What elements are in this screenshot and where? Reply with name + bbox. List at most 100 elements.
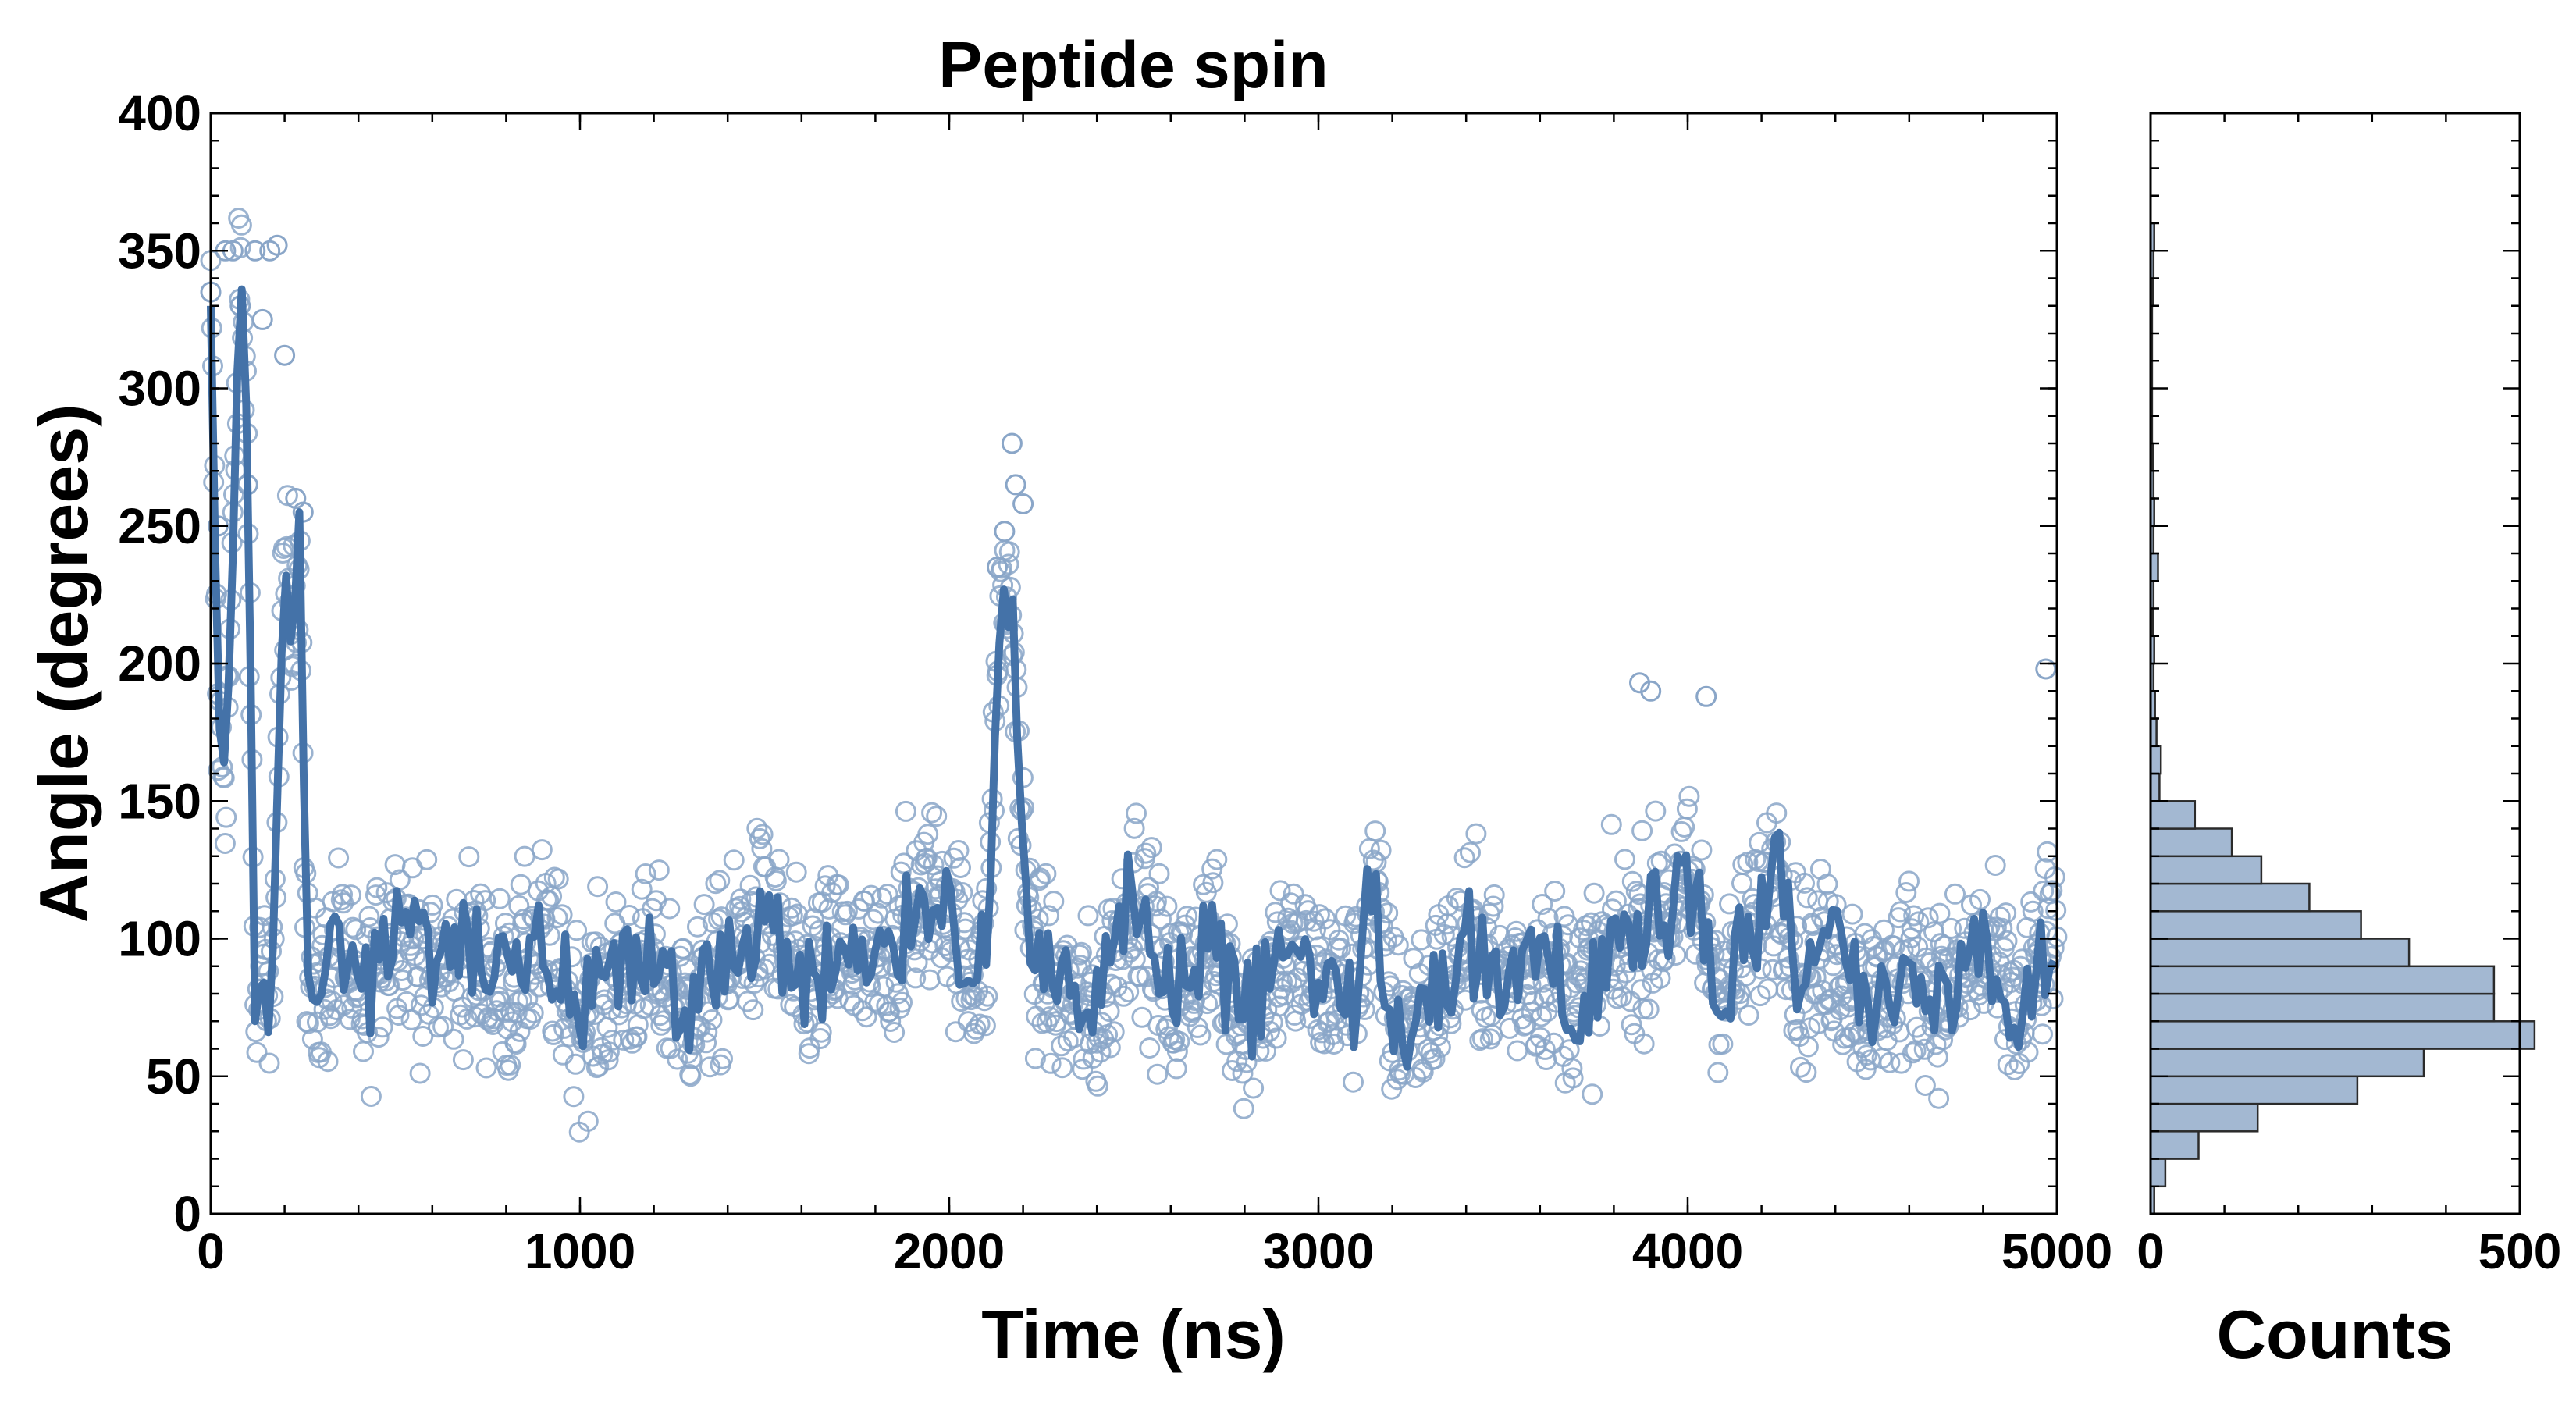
scatter-points xyxy=(200,208,2068,1143)
scatter-point xyxy=(860,884,882,906)
main-axis-ticks: 0 1000 2000 3000 4000 5000 0 50 100 150 200 250 300 3… xyxy=(118,85,2112,1279)
scatter-point xyxy=(522,1002,544,1023)
x-axis-label: Time (ns) xyxy=(981,1296,1286,1373)
scatter-point xyxy=(1929,902,1951,924)
scatter-point xyxy=(1898,870,1920,892)
scatter-point xyxy=(409,1062,431,1084)
scatter-point xyxy=(1099,1037,1121,1059)
scatter-point xyxy=(1135,842,1157,864)
scatter-point xyxy=(489,888,511,909)
scatter-point xyxy=(432,1016,454,1037)
scatter-point xyxy=(307,1011,328,1033)
scatter-point xyxy=(1583,882,1605,904)
scatter-point xyxy=(994,521,1016,543)
scatter-point xyxy=(1265,1027,1287,1049)
scatter-point xyxy=(1174,914,1196,936)
scatter-point xyxy=(709,870,731,891)
scatter-point xyxy=(1043,891,1065,913)
scatter-point xyxy=(1424,1048,1446,1069)
scatter-point xyxy=(475,890,496,912)
scatter-point xyxy=(1620,991,1642,1012)
scatter-point xyxy=(1544,881,1566,902)
scatter-point xyxy=(339,1009,361,1030)
scatter-point xyxy=(1638,998,1660,1020)
scatter-point xyxy=(1051,1057,1073,1079)
scatter-point xyxy=(543,1023,564,1045)
scatter-point xyxy=(1796,887,1818,909)
y-tick-label: 200 xyxy=(118,635,201,692)
scatter-point xyxy=(921,802,943,824)
scatter-point xyxy=(1147,1063,1169,1085)
scatter-point xyxy=(1899,938,1921,959)
scatter-point xyxy=(1749,831,1770,853)
scatter-point xyxy=(1633,1033,1655,1055)
scatter-point xyxy=(749,827,770,849)
scatter-point xyxy=(1169,1030,1190,1052)
scatter-point xyxy=(1297,900,1319,922)
scatter-point xyxy=(213,767,235,788)
scatter-point xyxy=(2032,1023,2053,1045)
scatter-point xyxy=(905,967,927,989)
scatter-point xyxy=(546,907,568,928)
scatter-point xyxy=(1243,1077,1265,1099)
scatter-point xyxy=(1640,680,1662,702)
scatter-point xyxy=(317,1051,339,1073)
scatter-point xyxy=(931,850,953,872)
scatter-point xyxy=(1005,474,1026,496)
scatter-point xyxy=(696,1021,718,1043)
scatter-point xyxy=(836,900,858,922)
scatter-point xyxy=(809,1028,831,1049)
scatter-point xyxy=(891,991,913,1013)
main-plot-frame xyxy=(209,112,2058,1215)
histogram-bar xyxy=(2149,1130,2200,1160)
scatter-point xyxy=(251,308,273,330)
scatter-point xyxy=(1891,1052,1912,1074)
scatter-point xyxy=(693,894,715,916)
scatter-point xyxy=(577,1110,599,1132)
scatter-point xyxy=(998,553,1019,575)
scatter-point xyxy=(739,874,761,896)
scatter-point xyxy=(1303,910,1325,932)
histogram-bars xyxy=(2149,222,2536,1215)
y-tick-label: 150 xyxy=(118,773,201,829)
scatter-point xyxy=(814,875,836,897)
scatter-point xyxy=(244,240,266,262)
histogram-bar xyxy=(2149,1102,2259,1133)
histogram-bar xyxy=(2149,772,2161,802)
scatter-point xyxy=(1566,972,1588,994)
hist-x-tick-label: 0 xyxy=(2137,1223,2165,1279)
scatter-point xyxy=(1996,930,2018,952)
scatter-point xyxy=(1605,890,1627,912)
scatter-point xyxy=(510,874,532,895)
chart-title: Peptide spin xyxy=(938,28,1328,101)
scatter-point xyxy=(1712,1033,1734,1055)
scatter-point xyxy=(613,1029,635,1051)
scatter-point xyxy=(906,952,928,973)
scatter-point xyxy=(470,883,492,905)
scatter-point xyxy=(1816,874,1838,895)
scatter-point xyxy=(723,849,745,871)
scatter-point xyxy=(1113,985,1134,1007)
scatter-point xyxy=(1202,872,1224,894)
scatter-point xyxy=(215,806,237,828)
scatter-point xyxy=(950,857,971,878)
scatter-point xyxy=(1280,892,1301,914)
scatter-point xyxy=(1012,493,1034,514)
histogram-bar xyxy=(2149,1158,2167,1188)
scatter-point xyxy=(587,876,609,898)
scatter-point xyxy=(1483,884,1505,906)
scatter-point xyxy=(1614,849,1635,870)
scatter-point xyxy=(353,1041,374,1062)
scatter-point xyxy=(401,857,423,879)
scatter-point xyxy=(1268,995,1290,1017)
scatter-point xyxy=(552,1044,574,1066)
scatter-point xyxy=(1077,905,1099,927)
scatter-point xyxy=(1766,802,1788,824)
scatter-point xyxy=(1411,929,1432,951)
scatter-point xyxy=(596,1016,618,1038)
y-tick-label: 0 xyxy=(173,1186,201,1242)
scatter-point xyxy=(1233,1098,1254,1119)
scatter-point xyxy=(1328,929,1350,951)
histogram-bar xyxy=(2149,938,2411,968)
